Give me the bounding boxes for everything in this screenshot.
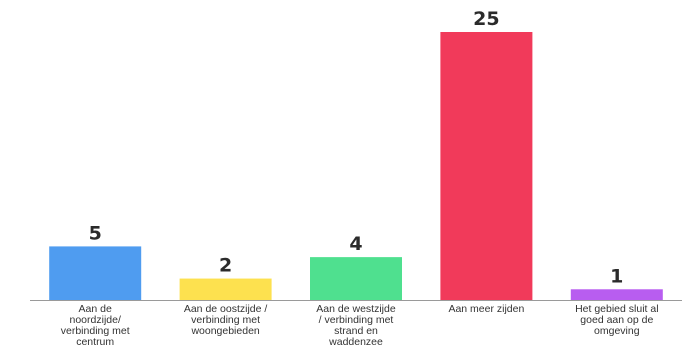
category-label-line: Het gebied sluit al (575, 303, 658, 315)
bar-value-label-1: 5 (89, 222, 102, 244)
category-label-line: verbinding met (191, 314, 260, 326)
category-labels-group: Aan de noordzijde/verbinding met centrumAa… (61, 303, 659, 348)
category-label-line: woongebieden (190, 325, 259, 337)
category-label-line: strand en (334, 325, 378, 337)
category-label-line: noordzijde/ (70, 314, 121, 326)
category-label-line: Aan de (79, 303, 112, 315)
bar-value-label-2: 2 (219, 255, 232, 277)
bar-1 (49, 246, 142, 300)
bar-5 (570, 289, 663, 300)
bar-4 (440, 32, 533, 300)
bar-value-label-4: 25 (473, 8, 499, 30)
category-label-line: Aan meer zijden (448, 303, 524, 315)
category-label-2: Aan de oostzijde / verbinding met woongebi… (184, 303, 268, 337)
category-label-line: / verbinding met (319, 314, 394, 326)
category-label-line: waddenzee (328, 336, 383, 348)
category-label-3: Aan de westzijde / verbinding met strand e… (316, 303, 396, 348)
category-label-5: Het gebied sluit al goed aan op de omgevin… (575, 303, 658, 337)
category-label-line: goed aan op de (580, 314, 653, 326)
category-label-1: Aan de noordzijde/verbinding met centrum (61, 303, 130, 348)
category-label-line: omgeving (594, 325, 640, 337)
bar-value-label-3: 4 (349, 233, 362, 255)
category-label-4: Aan meer zijden (448, 303, 524, 315)
category-label-line: Aan de oostzijde / (184, 303, 268, 315)
value-labels-group: 5 2 4 25 1 (89, 8, 624, 287)
category-label-line: verbinding met (61, 325, 130, 337)
category-label-line: Aan de westzijde (316, 303, 396, 315)
category-label-line: centrum (76, 336, 114, 348)
bars-group (49, 32, 663, 300)
bar-value-label-5: 1 (610, 265, 623, 287)
bar-3 (310, 257, 402, 300)
bar-2 (179, 278, 272, 300)
